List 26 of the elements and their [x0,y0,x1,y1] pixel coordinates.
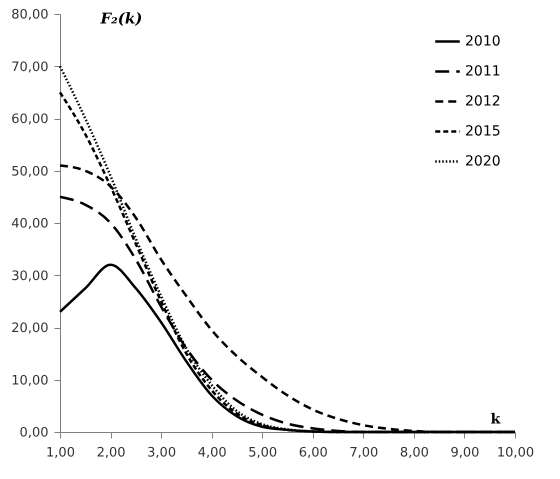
y-axis-title: F₂(k) [100,10,142,28]
y-tick-label: 80,00 [11,8,48,22]
y-tick-label: 50,00 [11,164,48,180]
y-tick-label: 0,00 [20,426,48,440]
legend-label: 2015 [465,124,501,140]
x-tick-label: 1,00 [46,446,75,460]
x-tick-label: 3,00 [147,446,176,460]
x-tick-label: 6,00 [298,446,328,460]
x-tick-label: 7,00 [349,446,378,460]
y-tick-label: 30,00 [11,268,48,284]
legend-label: 2012 [465,94,501,110]
x-tick-label: 5,00 [248,446,278,460]
y-tick-label: 10,00 [11,373,48,388]
y-tick-label: 40,00 [11,216,48,232]
legend-label: 2010 [465,34,501,50]
legend-label: 2011 [465,64,501,80]
x-tick-label: 10,00 [496,446,534,460]
legend-label: 2020 [465,154,501,170]
x-axis-title: k [490,412,501,428]
x-tick-label: 4,00 [198,446,227,460]
y-tick-label: 60,00 [11,112,48,127]
x-tick-label: 2,00 [96,446,126,460]
y-tick-label: 20,00 [11,321,48,336]
x-tick-label: 9,00 [450,446,480,460]
x-tick-label: 8,00 [400,446,429,460]
y-tick-label: 70,00 [11,60,48,75]
